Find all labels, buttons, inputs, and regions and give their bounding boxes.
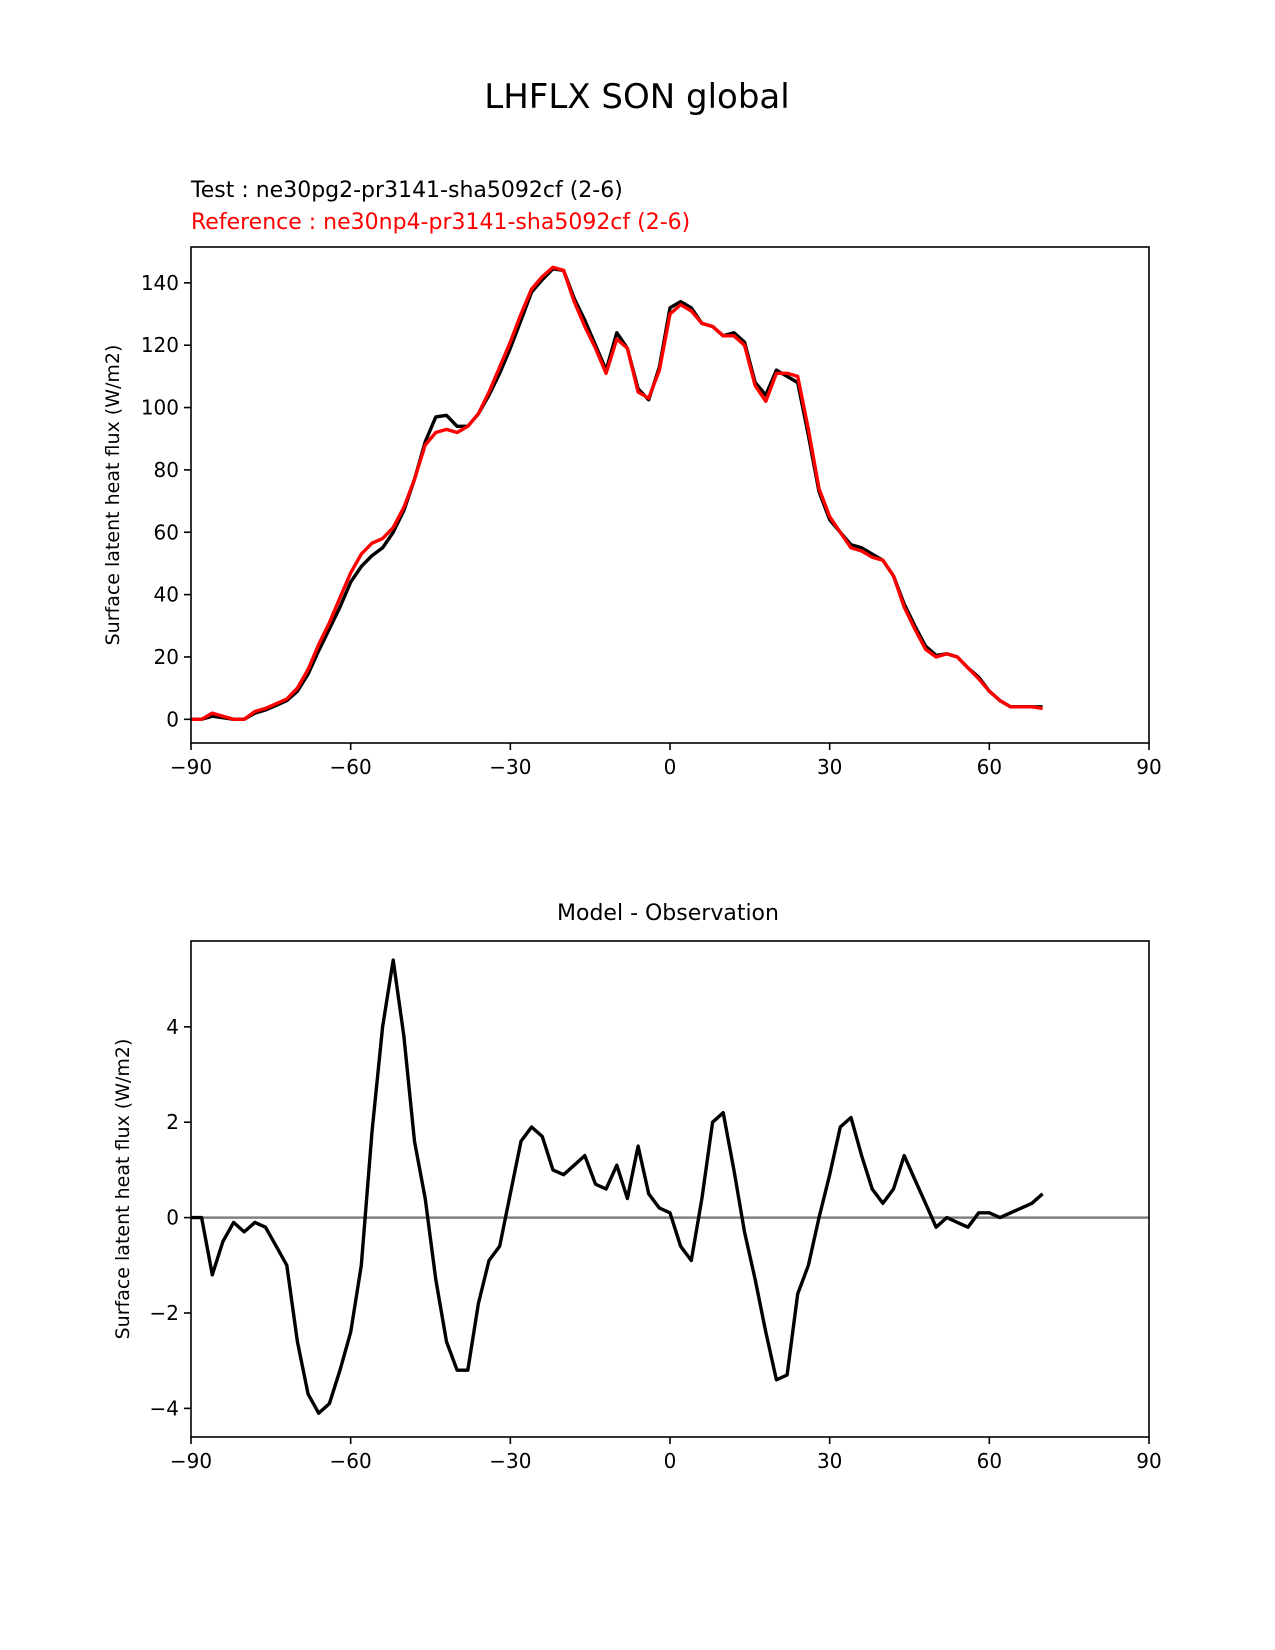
x-tick-label: 60 [977, 1449, 1002, 1473]
y-tick-label: 140 [141, 271, 179, 295]
y-tick-label: −2 [150, 1301, 179, 1325]
x-tick-label: 90 [1136, 755, 1161, 779]
y-axis-label: Surface latent heat flux (W/m2) [102, 345, 124, 646]
x-tick-label: −30 [489, 755, 531, 779]
x-tick-label: 0 [664, 755, 677, 779]
chart-top-reference-title: Reference : ne30np4-pr3141-sha5092cf (2-… [191, 210, 690, 235]
x-tick-label: −60 [330, 755, 372, 779]
series-line-model-observation [191, 958, 1044, 1415]
series-line-test [191, 267, 1043, 721]
x-tick-label: −90 [170, 1449, 212, 1473]
x-tick-label: 90 [1136, 1449, 1161, 1473]
series-line-reference [191, 265, 1043, 721]
y-tick-label: 80 [154, 458, 179, 482]
y-axis-label: Surface latent heat flux (W/m2) [112, 1039, 134, 1340]
x-tick-label: 0 [664, 1449, 677, 1473]
x-tick-label: −30 [489, 1449, 531, 1473]
x-tick-label: 60 [977, 755, 1002, 779]
y-tick-label: 120 [141, 333, 179, 357]
y-tick-label: 40 [154, 583, 179, 607]
figure-title: LHFLX SON global [484, 77, 789, 117]
y-tick-label: 4 [166, 1015, 179, 1039]
y-tick-label: 0 [166, 707, 179, 731]
y-tick-label: 0 [166, 1206, 179, 1230]
chart-bottom-title: Model - Observation [557, 901, 779, 926]
y-tick-label: 100 [141, 396, 179, 420]
y-tick-label: 60 [154, 520, 179, 544]
chart-bottom: Model - Observation −90 −60 −30 0 30 60 90 −4 −2… [112, 901, 1162, 1473]
x-tick-label: 30 [817, 755, 842, 779]
x-tick-label: −60 [330, 1449, 372, 1473]
axes-frame [190, 940, 1150, 1438]
y-tick-label: −4 [150, 1396, 179, 1420]
x-tick-label: −90 [170, 755, 212, 779]
chart-top: Test : ne30pg2-pr3141-sha5092cf (2-6) Re… [102, 178, 1162, 779]
y-tick-label: 2 [166, 1110, 179, 1134]
chart-top-test-title: Test : ne30pg2-pr3141-sha5092cf (2-6) [190, 178, 623, 203]
y-tick-label: 20 [154, 645, 179, 669]
x-tick-label: 30 [817, 1449, 842, 1473]
